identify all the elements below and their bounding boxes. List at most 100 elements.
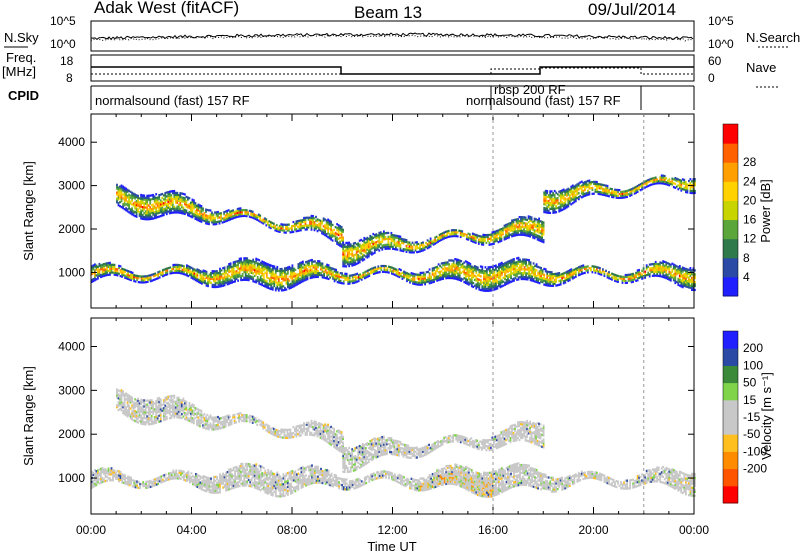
echo-cell (143, 204, 146, 207)
echo-cell (202, 209, 204, 212)
echo-cell (531, 279, 533, 282)
echo-cell (452, 269, 455, 272)
echo-cell (505, 233, 507, 236)
echo-cell (503, 236, 506, 239)
echo-cell (363, 275, 366, 278)
echo-cell (350, 280, 353, 283)
echo-cell (357, 250, 360, 253)
echo-cell (367, 255, 370, 258)
echo-cell (421, 281, 423, 284)
echo-cell (298, 227, 301, 230)
echo-cell (691, 189, 693, 193)
echo-cell (422, 279, 425, 282)
echo-cell (584, 265, 586, 269)
echo-cell (573, 197, 576, 200)
echo-cell (559, 193, 562, 197)
echo-cell (570, 189, 573, 192)
echo-cell (546, 201, 549, 204)
echo-cell (521, 231, 524, 234)
echo-cell (489, 279, 491, 283)
echo-cell (410, 278, 413, 281)
echo-cell (678, 276, 681, 279)
echo-cell (189, 265, 191, 269)
echo-cell (207, 282, 209, 286)
echo-cell (279, 287, 282, 290)
echo-cell (259, 275, 262, 278)
echo-cell (381, 246, 384, 249)
echo-cell (338, 275, 340, 278)
echo-cell (390, 245, 393, 248)
echo-cell (352, 258, 355, 261)
echo-cell (193, 213, 195, 216)
echo-cell (495, 264, 497, 267)
echo-cell (119, 205, 121, 208)
echo-cell (457, 262, 460, 265)
echo-cell (505, 275, 508, 278)
echo-cell (231, 273, 233, 276)
echo-cell (517, 262, 520, 265)
echo-cell (119, 404, 121, 407)
echo-cell (626, 275, 628, 279)
echo-cell (363, 271, 366, 274)
echo-cell (168, 200, 171, 203)
echo-cell (466, 261, 469, 264)
echo-cell (386, 245, 388, 248)
echo-cell (540, 276, 542, 279)
echo-cell (339, 227, 341, 230)
echo-cell (476, 266, 479, 269)
echo-cell (336, 273, 339, 276)
echo-cell (268, 279, 271, 282)
echo-cell (182, 210, 185, 213)
echo-cell (480, 239, 483, 242)
echo-cell (357, 274, 360, 277)
echo-cell (340, 231, 343, 235)
echo-cell (506, 235, 509, 238)
echo-cell (398, 237, 400, 240)
echo-cell (101, 269, 104, 272)
echo-cell (550, 207, 553, 211)
echo-cell (404, 273, 407, 276)
echo-cell (417, 246, 420, 250)
echo-cell (312, 274, 315, 277)
echo-cell (147, 216, 150, 219)
echo-cell (512, 226, 515, 230)
echo-cell (305, 268, 307, 272)
echo-cell (223, 266, 226, 269)
echo-cell (368, 274, 371, 277)
echo-cell (220, 218, 222, 221)
echo-cell (651, 183, 654, 186)
echo-cell (164, 203, 167, 206)
echo-cell (355, 252, 358, 256)
echo-cell (217, 277, 220, 281)
echo-cell (198, 269, 200, 272)
echo-cell (364, 249, 367, 252)
echo-cell (395, 242, 397, 245)
echo-cell (256, 214, 259, 218)
echo-cell (352, 256, 355, 259)
echo-cell (562, 188, 565, 191)
echo-cell (318, 273, 321, 277)
echo-cell (641, 186, 643, 189)
echo-cell (486, 270, 488, 273)
echo-cell (618, 196, 621, 200)
echo-cell (386, 247, 388, 250)
echo-cell (129, 190, 132, 193)
echo-cell (527, 217, 530, 220)
echo-cell (324, 226, 326, 229)
echo-cell (403, 276, 405, 279)
echo-cell (573, 193, 576, 196)
echo-cell (550, 194, 553, 197)
echo-cell (444, 236, 447, 239)
echo-band (91, 256, 696, 292)
echo-cell (596, 268, 598, 271)
echo-cell (268, 277, 271, 280)
echo-cell (283, 223, 286, 226)
echo-cell (491, 235, 494, 238)
echo-cell (561, 272, 564, 276)
echo-cell (518, 227, 521, 231)
echo-cell (526, 234, 528, 237)
echo-cell (430, 279, 432, 282)
echo-cell (500, 235, 503, 239)
echo-cell (153, 215, 156, 218)
echo-cell (277, 228, 280, 231)
